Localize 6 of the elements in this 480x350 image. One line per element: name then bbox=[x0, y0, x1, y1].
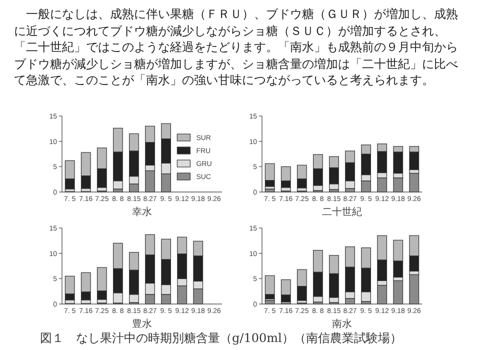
text: 一般になしは、成熟に伴い果糖（ＦＲＵ）、ブドウ糖（ＧＵＲ）が増加し、成熟に近づくにつれてブドウ糖が減少しながらショ糖（ＳＵＣ）が増加するとされ、「二十世紀」ではこのような経過をたどります。「南水」も成熟前の９月中旬からブドウ糖が減少しショ糖が増加しますが、ショ糖含量の増加は「二十世紀」に比べて急激で、このことが「南水」の強い甘味につながっていると考えられます。 bbox=[14, 6, 459, 88]
x-axis-title: 南水 bbox=[332, 318, 352, 330]
x-axis-title: 二十世紀 bbox=[322, 206, 362, 218]
x-axis-title: 幸水 bbox=[132, 206, 152, 218]
x-axis-title: 豊水 bbox=[132, 318, 152, 330]
caption: 図１ なし果汁中の時期別糖含量（g/100ml）（南信農業試験場） bbox=[40, 330, 402, 347]
